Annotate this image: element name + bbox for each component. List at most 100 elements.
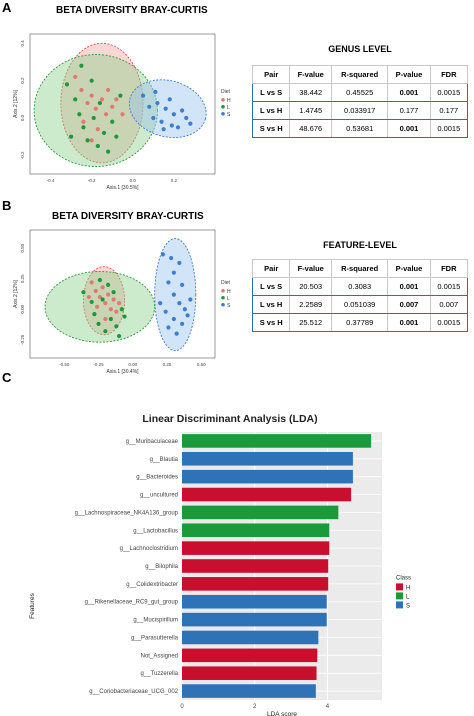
genus-table-row: L vs S 38.442 0.45525 0.001 0.0015: [251, 83, 469, 102]
scatter-point-l: [64, 82, 70, 87]
scatter-point-h: [86, 294, 92, 300]
legend-label: S: [227, 303, 231, 309]
genus-table-cell: 0.033917: [331, 101, 389, 120]
genus-table-header-row: Pair F-value R-squared P-value FDR: [251, 65, 469, 84]
lda-bar: [182, 434, 372, 448]
feature-table-cell: 0.0015: [429, 277, 469, 296]
scatter-point-l: [95, 143, 100, 149]
x-tick-label: -0.25: [93, 362, 104, 367]
genus-table-cell: 0.53681: [331, 119, 389, 138]
scatter-point-l: [89, 299, 94, 305]
scatter-point-l: [119, 307, 124, 312]
scatter-point-h: [79, 87, 84, 93]
lda-legend-label: H: [406, 585, 410, 591]
scatter-point-l: [97, 277, 102, 283]
scatter-point-s: [177, 260, 182, 266]
genus-table-header-cell: F-value: [289, 65, 333, 84]
genus-table-cell: L vs H: [251, 101, 291, 120]
lda-legend-label: S: [406, 603, 410, 609]
scatter-point-s: [159, 119, 164, 124]
lda-category-label: g__Blautia: [150, 457, 179, 463]
genus-table-header-cell: R-squared: [331, 65, 389, 84]
scatter-point-s: [153, 89, 158, 94]
genus-level-table: Pair F-value R-squared P-value FDR L vs S 38.4…: [251, 65, 469, 138]
scatter-point-s: [174, 331, 179, 336]
genus-table-header-cell: P-value: [387, 65, 431, 84]
x-tick-label: 0.00: [128, 362, 137, 367]
feature-table-row: L vs H 2.2589 0.051039 0.007 0.007: [251, 295, 469, 314]
y-tick-label: 0.50: [20, 243, 25, 252]
feature-table-cell: 0.37789: [331, 313, 389, 332]
scatter-point-s: [180, 282, 185, 287]
scatter-point-h: [111, 297, 116, 302]
scatter-point-l: [101, 130, 107, 136]
panel-a-title: BETA DIVERSITY BRAY-CURTIS: [56, 5, 208, 16]
lda-category-label: g__Tuzzerella: [141, 671, 179, 677]
scatter-point-h: [99, 97, 105, 102]
y-tick-label: 0.0: [20, 114, 25, 121]
feature-level-table-title: FEATURE-LEVEL: [323, 240, 397, 250]
y-tick-label: 0.25: [20, 274, 25, 283]
scatter-point-s: [166, 280, 171, 285]
scatter-point-l: [79, 63, 84, 68]
legend-marker-s: [221, 112, 225, 116]
scatter-point-s: [188, 297, 193, 302]
scatter-point-l: [114, 324, 119, 329]
genus-table-cell: 48.676: [289, 119, 333, 138]
lda-bar: [182, 594, 327, 609]
lda-legend-swatch-l: [396, 592, 403, 600]
genus-table-cell: L vs S: [251, 83, 291, 102]
feature-table-cell: 0.001: [387, 313, 431, 332]
scatter-point-s: [175, 125, 181, 130]
scatter-point-s: [166, 325, 171, 330]
genus-table-header-cell: FDR: [429, 65, 469, 84]
feature-table-cell: 20.503: [289, 277, 333, 296]
scatter-point-l: [96, 321, 101, 326]
scatter-point-h: [95, 304, 100, 309]
scatter-point-s: [163, 106, 168, 111]
feature-table-cell: 0.3083: [331, 277, 389, 296]
scatter-point-s: [171, 112, 176, 117]
legend-label: L: [227, 105, 230, 111]
lda-x-tick-label: 4: [326, 704, 330, 710]
scatter-point-l: [106, 282, 111, 287]
lda-x-tick-label: 0: [180, 704, 184, 710]
scatter-point-s: [161, 127, 166, 132]
y-tick-label: -0.2: [20, 151, 25, 159]
lda-bar-chart: Linear Discriminant Analysis (LDA) g__Mur…: [29, 413, 411, 716]
scatter-point-h: [89, 138, 94, 143]
scatter-point-h: [89, 93, 94, 98]
x-axis-label: Axis.1 [30.5%]: [107, 185, 140, 191]
scatter-point-h: [103, 301, 108, 306]
feature-table-cell: L vs S: [251, 277, 291, 296]
scatter-point-s: [177, 301, 182, 306]
scatter-point-l: [122, 314, 127, 319]
legend-marker-h: [221, 288, 225, 293]
lda-category-label: g__uncultured: [140, 493, 178, 499]
feature-table-cell: 0.0015: [429, 313, 469, 332]
lda-bar: [182, 505, 339, 520]
scatter-point-l: [85, 138, 90, 143]
lda-bar: [182, 684, 316, 698]
feature-table-header-cell: FDR: [429, 259, 469, 278]
scatter-point-s: [184, 115, 189, 121]
feature-table-row: L vs S 20.503 0.3083 0.001 0.0015: [251, 277, 469, 296]
feature-table-header-row: Pair F-value R-squared P-value FDR: [251, 259, 469, 278]
scatter-point-l: [108, 316, 113, 322]
scatter-point-l: [111, 290, 116, 295]
feature-level-table: Pair F-value R-squared P-value FDR L vs S 20.5…: [251, 259, 469, 332]
lda-category-label: g__Lachnoclostridium: [120, 546, 178, 552]
feature-table-cell: 0.051039: [331, 295, 389, 314]
scatter-point-h: [93, 106, 98, 111]
feature-table-row: S vs H 25.512 0.37789 0.001 0.0015: [251, 313, 469, 332]
scatter-point-s: [147, 104, 152, 109]
x-tick-label: -0.4: [47, 178, 55, 183]
lda-chart-title: Linear Discriminant Analysis (LDA): [142, 413, 317, 425]
x-tick-label: 0.50: [197, 362, 206, 367]
panel-b-title: BETA DIVERSITY BRAY-CURTIS: [52, 211, 204, 222]
lda-bar: [182, 559, 329, 573]
lda-legend-swatch-h: [396, 583, 403, 591]
feature-table-header-cell: P-value: [387, 259, 431, 278]
y-tick-label: 0.4: [20, 40, 25, 47]
scatter-point-h: [114, 309, 119, 314]
